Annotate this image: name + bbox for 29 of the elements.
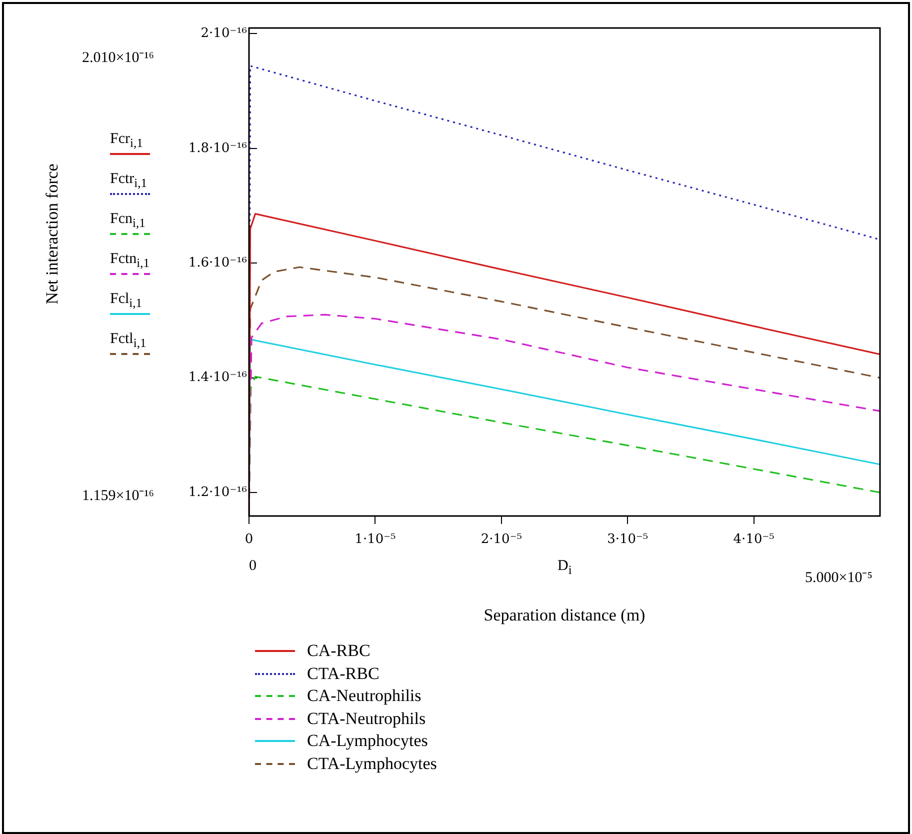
y-tick-label: 1.4·10⁻¹⁶ xyxy=(188,370,247,386)
text: 0 xyxy=(249,558,256,575)
text: Fctr$_{i,1}$ xyxy=(110,171,148,191)
x-tick-label: 4·10⁻⁵ xyxy=(733,532,774,548)
legend-label: CA-RBC xyxy=(307,641,370,662)
text: 1.159×10⁻¹⁶ xyxy=(82,487,154,505)
y-tick-label: 1.6·10⁻¹⁶ xyxy=(188,255,247,270)
x-tick-label: 1·10⁻⁵ xyxy=(354,532,396,548)
legend-label: CA-Neutrophilis xyxy=(307,686,422,706)
text: Fcn$_{i,1}$ xyxy=(110,211,146,231)
text: Fcr$_{i,1}$ xyxy=(110,131,143,151)
text: D$_{i}$ xyxy=(558,558,572,578)
x-tick-label: 2·10⁻⁵ xyxy=(480,532,522,548)
legend-label: CTA-Neutrophils xyxy=(307,708,426,729)
y-tick-label: 1.8·10⁻¹⁶ xyxy=(188,140,247,156)
y-tick-label: 2·10⁻¹⁶ xyxy=(200,26,247,42)
legend-label: CTA-RBC xyxy=(307,664,380,684)
y-tick-label: 1.2·10⁻¹⁶ xyxy=(188,484,247,500)
legend-label: CTA-Lymphocytes xyxy=(307,754,437,774)
text: Fctl$_{i,1}$ xyxy=(110,331,146,351)
legend-label: CA-Lymphocytes xyxy=(307,731,428,752)
text: 2.010×10⁻¹⁶ xyxy=(82,49,154,67)
x-axis-title: Separation distance (m) xyxy=(484,605,646,624)
text: 5.000×10⁻⁵ xyxy=(805,569,872,587)
x-tick-label: 0 xyxy=(244,532,254,548)
text: Fctn$_{i,1}$ xyxy=(110,251,150,271)
x-tick-label: 3·10⁻⁵ xyxy=(607,532,648,548)
text: Fcl$_{i,1}$ xyxy=(110,291,142,311)
text: Net interaction force xyxy=(42,163,62,304)
